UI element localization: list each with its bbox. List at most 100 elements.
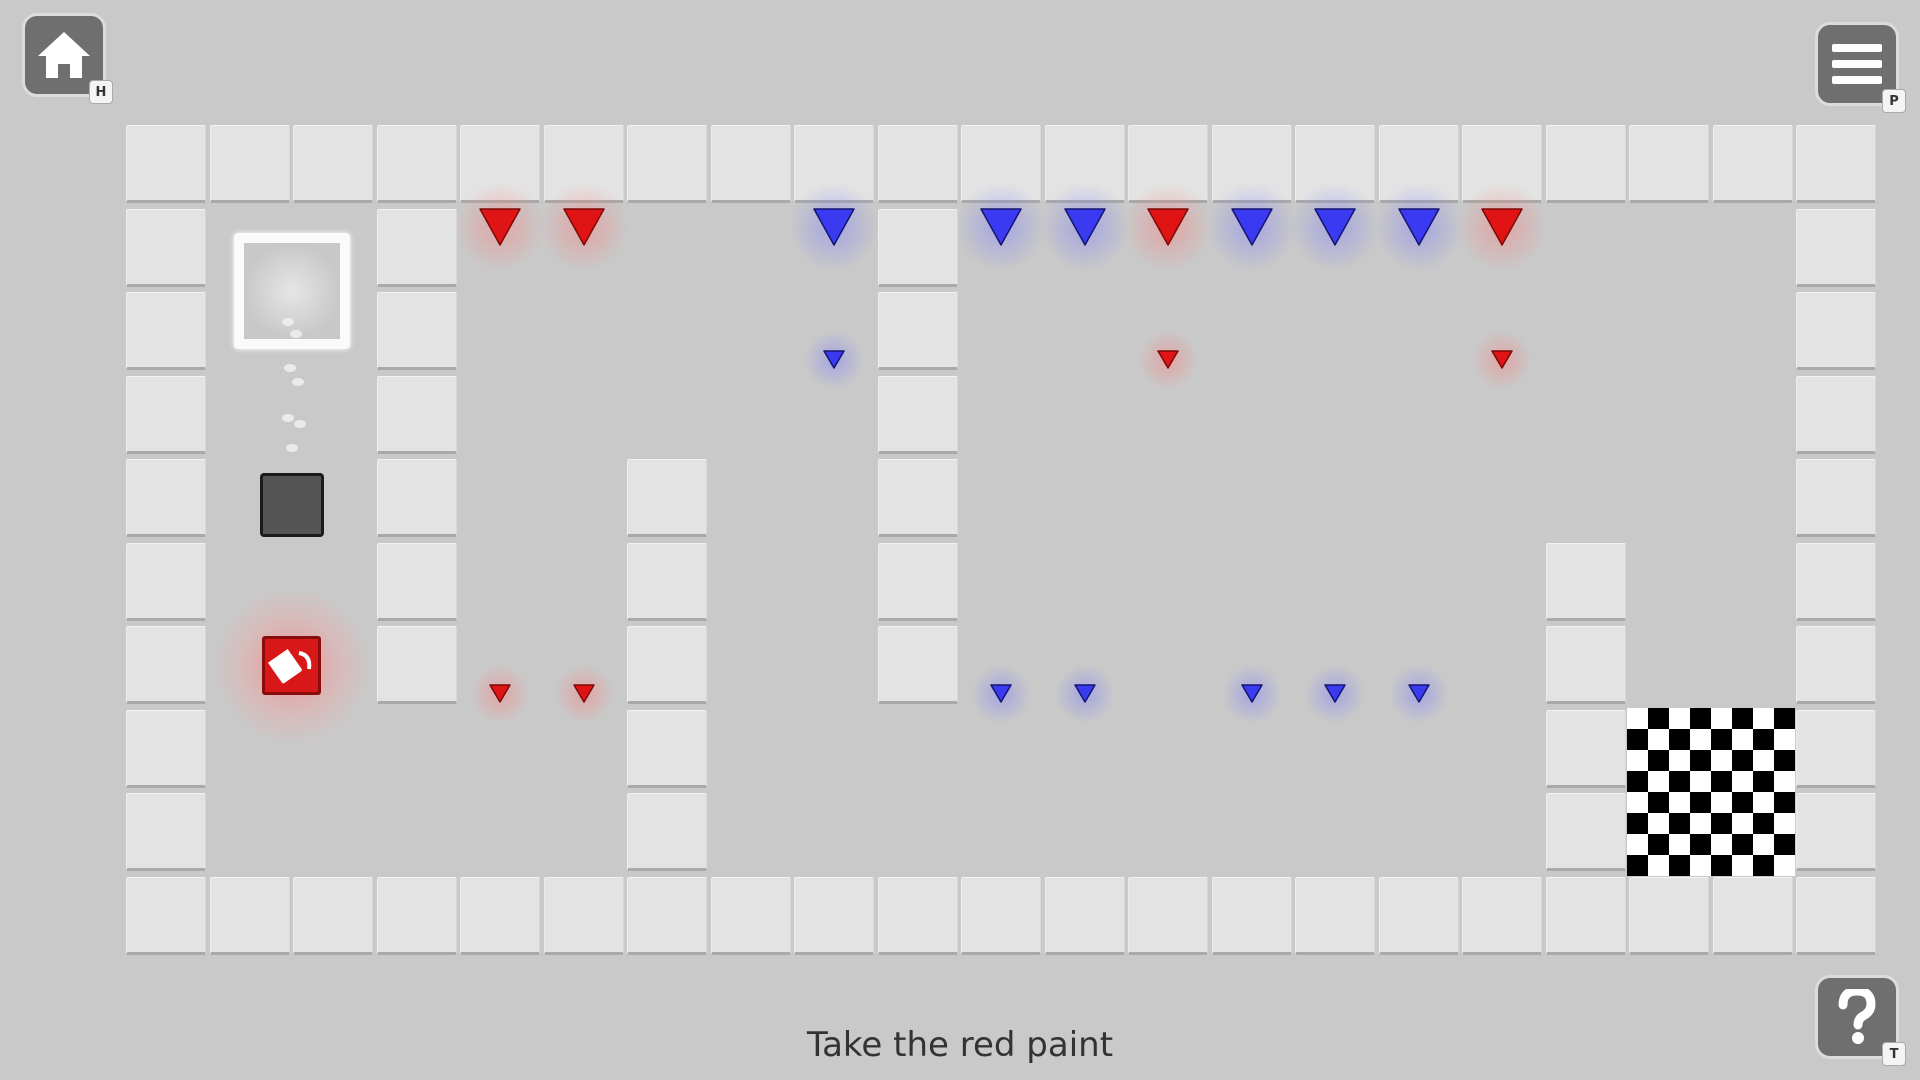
wall-tile xyxy=(1462,125,1542,203)
wall-tile xyxy=(1044,876,1125,955)
menu-icon xyxy=(1832,44,1882,84)
home-shortcut-key: H xyxy=(89,80,113,104)
wall-tile xyxy=(1796,459,1876,537)
wall-tile xyxy=(376,375,457,454)
wall-tile xyxy=(126,626,206,704)
wall-tile xyxy=(1796,542,1876,621)
wall-tile xyxy=(1128,125,1208,203)
blue-spike-icon xyxy=(813,208,855,246)
wall-tile xyxy=(1295,125,1375,203)
wall-tile xyxy=(877,542,958,621)
wall-tile xyxy=(543,125,624,203)
red-paint-bucket xyxy=(262,636,321,695)
help-shortcut-key: T xyxy=(1882,1042,1906,1066)
wall-tile xyxy=(1128,876,1208,955)
hint-text: Take the red paint xyxy=(806,1025,1114,1065)
wall-tile xyxy=(1796,876,1876,955)
wall-tile xyxy=(126,208,206,287)
wall-tile xyxy=(794,125,874,203)
footprint xyxy=(284,364,296,372)
wall-tile xyxy=(1545,542,1626,621)
wall-tile xyxy=(1796,125,1876,203)
red-spike-icon xyxy=(562,208,605,246)
question-icon xyxy=(1838,989,1876,1044)
wall-tile xyxy=(1378,876,1459,955)
red-spike-icon xyxy=(479,208,521,246)
home-button[interactable]: H xyxy=(25,16,113,104)
wall-tile xyxy=(293,125,373,203)
wall-tile xyxy=(961,125,1041,203)
blue-spike-icon xyxy=(1063,208,1106,246)
finish-checkered-flag xyxy=(1627,707,1795,876)
wall-tile xyxy=(376,292,457,370)
wall-tile xyxy=(126,375,206,454)
wall-tile xyxy=(627,459,707,537)
player-block xyxy=(260,473,324,537)
home-icon xyxy=(38,32,90,78)
wall-tile xyxy=(460,125,540,203)
wall-tile xyxy=(376,626,457,704)
footprint xyxy=(294,420,306,428)
footprint xyxy=(282,414,294,422)
help-button[interactable]: T xyxy=(1818,978,1906,1066)
wall-tile xyxy=(126,125,206,203)
blue-spike-icon xyxy=(1230,208,1273,246)
wall-tile xyxy=(126,459,206,537)
wall-tile xyxy=(877,208,958,287)
blue-spike-icon xyxy=(1073,684,1096,703)
wall-tile xyxy=(1796,626,1876,704)
blue-spike-icon xyxy=(1314,208,1356,246)
wall-tile xyxy=(376,542,457,621)
wall-tile xyxy=(877,292,958,370)
wall-tile xyxy=(1211,125,1292,203)
red-spike-icon xyxy=(1147,208,1189,246)
wall-tile xyxy=(543,876,624,955)
wall-tile xyxy=(627,709,707,788)
wall-tile xyxy=(710,125,791,203)
menu-button[interactable]: P xyxy=(1818,25,1906,113)
wall-tile xyxy=(293,876,373,955)
footprint xyxy=(286,444,298,452)
wall-tile xyxy=(1545,626,1626,704)
paint-bucket-icon xyxy=(267,649,312,684)
red-spike-icon xyxy=(572,684,595,703)
wall-tile xyxy=(209,876,290,955)
blue-spike-icon xyxy=(1397,208,1440,246)
wall-tile xyxy=(1378,125,1459,203)
wall-tile xyxy=(627,125,707,203)
wall-tile xyxy=(1545,876,1626,955)
wall-tile xyxy=(376,208,457,287)
red-spike-icon xyxy=(1481,208,1523,246)
wall-tile xyxy=(1712,876,1793,955)
wall-tile xyxy=(126,292,206,370)
wall-tile xyxy=(460,876,540,955)
wall-tile xyxy=(1796,709,1876,788)
wall-tile xyxy=(961,876,1041,955)
wall-tile xyxy=(1295,876,1375,955)
menu-shortcut-key: P xyxy=(1882,89,1906,113)
wall-tile xyxy=(376,125,457,203)
blue-spike-icon xyxy=(990,684,1012,703)
wall-tile xyxy=(1796,793,1876,871)
blue-spike-icon xyxy=(1407,684,1430,703)
blue-spike-icon xyxy=(980,208,1022,246)
wall-tile xyxy=(627,542,707,621)
wall-tile xyxy=(126,542,206,621)
wall-tile xyxy=(126,793,206,871)
wall-tile xyxy=(1044,125,1125,203)
wall-tile xyxy=(126,876,206,955)
wall-tile xyxy=(877,876,958,955)
wall-tile xyxy=(1629,125,1709,203)
wall-tile xyxy=(1712,125,1793,203)
blue-spike-icon xyxy=(1240,684,1263,703)
wall-tile xyxy=(794,876,874,955)
red-spike-icon xyxy=(1491,350,1513,369)
goal-target xyxy=(234,233,350,349)
wall-tile xyxy=(1796,375,1876,454)
wall-tile xyxy=(1545,793,1626,871)
wall-tile xyxy=(877,626,958,704)
wall-tile xyxy=(376,459,457,537)
wall-tile xyxy=(710,876,791,955)
wall-tile xyxy=(376,876,457,955)
